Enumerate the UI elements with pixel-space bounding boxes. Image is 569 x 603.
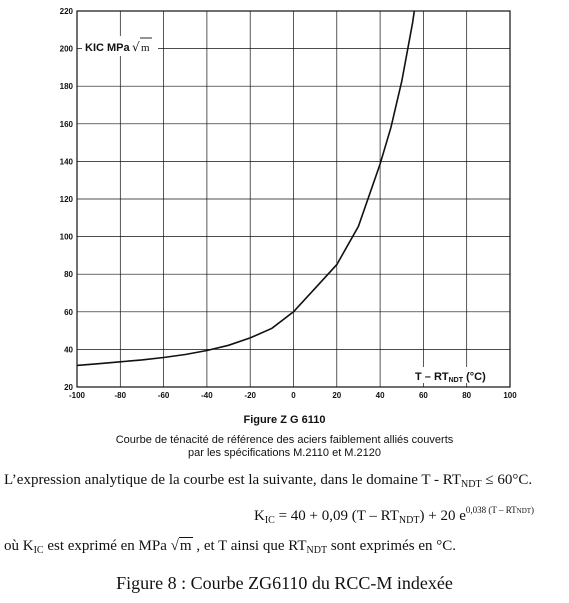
x-tick-label: 80 [462,391,471,400]
units-note-a: où K [4,538,34,554]
svg-text:m: m [141,42,150,54]
units-note-sub: IC [33,545,44,556]
eq-exponent: 0,038 (T – RTNDT) [466,505,534,515]
y-tick-label: 120 [60,195,74,204]
y-tick-label: 40 [64,345,73,354]
x-axis-label-prefix: T – RT [415,371,449,383]
y-tick-label: 160 [60,120,74,129]
y-tick-label: 200 [60,45,74,54]
x-tick-label: 0 [291,391,296,400]
eq-exponent-sub: NDT [516,507,532,515]
x-tick-label: 100 [503,391,517,400]
x-tick-label: -20 [244,391,256,400]
expression-intro: L’expression analytique de la courbe est… [4,472,532,490]
y-axis-label: KIC MPa √ m [82,36,158,56]
eq-part-a-sub: NDT [398,515,420,526]
svg-text:KIC MPa: KIC MPa [85,42,131,54]
y-tick-label: 100 [60,233,74,242]
series-line-kic [76,10,416,367]
x-tick-label: 40 [376,391,385,400]
x-axis-label-suffix: (°C) [463,371,486,383]
x-tick-label: -80 [115,391,127,400]
y-axis-label-prefix: KIC MPa [85,42,131,54]
chart-caption: Courbe de ténacité de référence des acie… [0,434,569,460]
y-axis-label-sqrt: m [141,42,150,54]
eq-k: K [254,508,265,524]
x-tick-label: 20 [332,391,341,400]
eq-k-sub: IC [264,515,275,526]
x-axis-label: T – RTNDT (°C) [412,367,504,384]
expression-intro-sub: NDT [461,479,482,490]
x-tick-label: 60 [419,391,428,400]
eq-part-a: = 40 + 0,09 (T – RT [274,508,399,524]
sqrt-radicand: m [178,537,193,554]
eq-exponent-b: ) [531,505,535,515]
chart-grid [76,10,511,388]
x-tick-label: -100 [69,391,86,400]
svg-text:√: √ [132,40,140,54]
chart-caption-line2: par les spécifications M.2110 et M.2120 [187,447,381,459]
units-note: où KIC est exprimé en MPa √m , et T ains… [4,537,456,556]
chart-ticks: -100 -80 -60 -40 -20 0 20 40 60 80 100 20 40 60 80 100 1… [60,7,518,400]
y-tick-label: 20 [64,383,73,392]
units-note-sub2: NDT [306,545,328,556]
toughness-chart: -100 -80 -60 -40 -20 0 20 40 60 80 100 20 40 60 80 100 1… [60,7,518,400]
plot-frame [76,10,511,388]
kic-equation: KIC = 40 + 0,09 (T – RTNDT) + 20 e0,038 … [254,505,534,526]
sqrt-symbol: √m [170,537,193,554]
y-tick-label: 180 [60,82,74,91]
units-note-b: est exprimé en MPa [43,538,171,554]
svg-text:T – RTNDT (°C): T – RTNDT (°C) [415,371,486,384]
eq-part-b: ) + 20 e [419,508,466,524]
expression-intro-end: ≤ 60°C. [481,472,533,488]
figure-title: Figure 8 : Courbe ZG6110 du RCC-M indexé… [116,573,453,593]
units-note-d: sont exprimés en °C. [327,538,456,554]
x-tick-label: -40 [201,391,213,400]
x-tick-label: -60 [158,391,170,400]
y-tick-label: 60 [64,308,73,317]
units-note-c: , et T ainsi que RT [192,538,307,554]
y-tick-label: 140 [60,157,74,166]
eq-exponent-a: 0,038 (T – RT [465,505,517,515]
y-tick-label: 80 [64,270,73,279]
chart-figure-label: Figure Z G 6110 [243,414,326,426]
chart-caption-line1: Courbe de ténacité de référence des acie… [115,434,454,446]
y-tick-label: 220 [60,7,74,16]
expression-intro-text: L’expression analytique de la courbe est… [4,472,462,488]
x-axis-label-sub: NDT [449,377,464,384]
